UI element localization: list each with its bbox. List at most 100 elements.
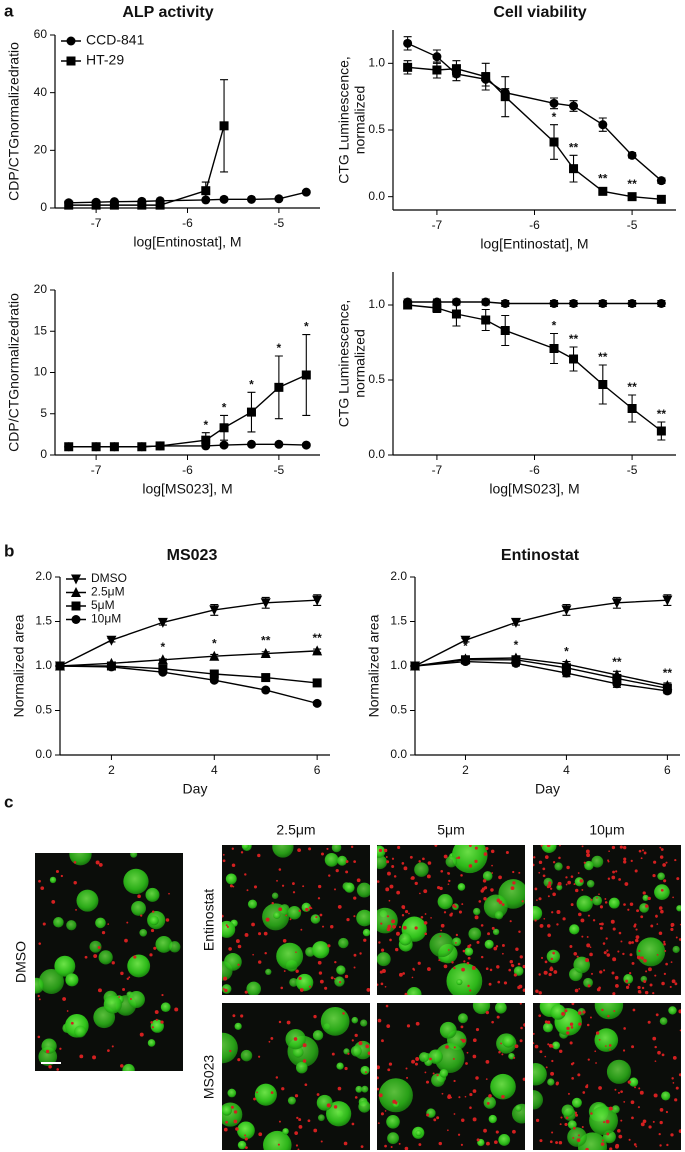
dead-cell [556, 909, 561, 914]
dead-cell [331, 1052, 335, 1056]
dead-cell [650, 924, 654, 928]
marker [510, 617, 521, 628]
dead-cell [313, 1014, 317, 1019]
organoid [502, 1035, 515, 1048]
dead-cell [585, 849, 590, 854]
dead-cell [397, 845, 401, 850]
marker [246, 439, 256, 449]
dead-cell [612, 957, 617, 962]
dead-cell [483, 897, 487, 901]
dead-cell [406, 1024, 411, 1028]
organoid [317, 1114, 325, 1122]
series-line [407, 301, 662, 305]
dead-cell [647, 967, 652, 972]
y-tick-label: 0.0 [390, 747, 407, 761]
dead-cell [636, 955, 641, 960]
series: * * ** ** [55, 631, 323, 671]
y-tick-label: 0.0 [368, 189, 385, 203]
dead-cell [674, 1098, 678, 1102]
dead-cell [155, 1018, 158, 1021]
dead-cell [623, 1027, 626, 1030]
dead-cell [222, 914, 224, 918]
dead-cell [414, 1062, 418, 1066]
organoid [362, 928, 370, 937]
dead-cell [447, 949, 450, 951]
dead-cell [678, 1073, 681, 1077]
dead-cell [508, 968, 512, 972]
x-tick-label: -6 [182, 216, 193, 230]
organoid [552, 1041, 561, 1050]
dead-cell [679, 923, 681, 926]
dead-cell [564, 1122, 568, 1126]
organoid [254, 1083, 277, 1106]
dead-cell [469, 989, 472, 992]
dead-cell [223, 976, 228, 981]
marker [627, 404, 637, 413]
dead-cell [472, 1117, 477, 1122]
marker [91, 200, 101, 210]
organoid [446, 963, 483, 995]
dead-cell [434, 845, 438, 847]
organoid [484, 939, 494, 949]
dead-cell [660, 888, 664, 892]
dead-cell [401, 914, 405, 917]
dead-cell [522, 964, 525, 969]
marker [106, 635, 117, 646]
dead-cell [440, 869, 444, 873]
marker [500, 299, 510, 308]
dead-cell [665, 861, 668, 864]
dead-cell [659, 1108, 664, 1112]
organoid [589, 1106, 618, 1136]
dead-cell [48, 1065, 52, 1069]
dead-cell [133, 955, 137, 959]
dead-cell [538, 871, 541, 874]
marker [260, 598, 271, 609]
dead-cell [548, 1043, 553, 1048]
dead-cell [281, 1087, 285, 1091]
dead-cell [485, 1060, 490, 1064]
dead-cell [224, 988, 228, 993]
organoid [103, 995, 122, 1014]
dead-cell [634, 869, 638, 873]
dead-cell [618, 931, 622, 935]
dead-cell [671, 1077, 674, 1080]
dead-cell [337, 1086, 342, 1091]
dead-cell [631, 1045, 635, 1049]
dead-cell [282, 938, 287, 943]
dead-cell [378, 1093, 383, 1098]
dead-cell [38, 942, 42, 945]
dead-cell [150, 1021, 153, 1024]
dead-cell [257, 853, 261, 858]
dead-cell [386, 1024, 391, 1028]
legend-label: 5μM [91, 598, 115, 612]
dead-cell [488, 982, 492, 986]
dead-cell [252, 953, 254, 956]
dead-cell [398, 972, 403, 977]
dead-cell [671, 979, 676, 984]
dead-cell [223, 1127, 228, 1132]
dead-cell [489, 968, 493, 972]
dead-cell [235, 939, 240, 944]
organoid [533, 1063, 547, 1086]
dead-cell [659, 1144, 662, 1147]
dead-cell [578, 1022, 582, 1026]
organoid [337, 855, 348, 866]
dead-cell [549, 967, 554, 972]
dead-cell [246, 889, 249, 892]
organoid [74, 1025, 87, 1038]
dead-cell [636, 909, 640, 913]
dead-cell [56, 1068, 59, 1071]
dead-cell [679, 1029, 681, 1032]
microscopy-image [35, 853, 183, 1071]
dead-cell [472, 1089, 477, 1093]
dead-cell [300, 928, 303, 931]
marker [55, 661, 65, 671]
marker [656, 194, 666, 204]
dead-cell [271, 901, 274, 905]
dead-cell [443, 911, 447, 914]
series: ******* [403, 60, 666, 204]
series-line [414, 660, 668, 692]
organoid [541, 845, 557, 854]
organoid [611, 1105, 620, 1114]
dead-cell [472, 1054, 477, 1059]
